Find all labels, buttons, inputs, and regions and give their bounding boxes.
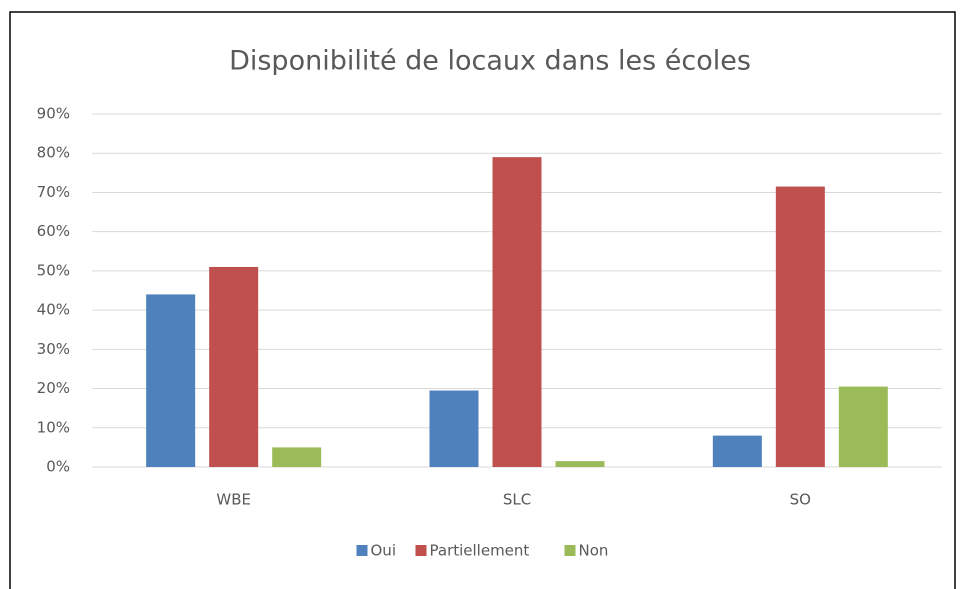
bar — [492, 157, 542, 467]
y-tick-label: 70% — [37, 183, 70, 201]
y-tick-label: 30% — [37, 340, 70, 358]
x-tick-label: SO — [790, 491, 811, 509]
frame — [9, 11, 956, 589]
bar — [429, 390, 479, 467]
y-tick-label: 20% — [37, 379, 70, 397]
legend-label: Non — [579, 542, 609, 560]
bar — [775, 186, 825, 468]
y-tick-label: 90% — [37, 105, 70, 123]
x-tick-label: SLC — [503, 491, 531, 509]
bar — [555, 461, 605, 467]
legend-label: Partiellement — [430, 542, 530, 560]
legend-swatch — [415, 545, 427, 556]
y-tick-label: 60% — [37, 222, 70, 240]
chart-title: Disponibilité de locaux dans les écoles — [229, 46, 751, 77]
legend-swatch — [564, 545, 576, 556]
y-tick-label: 0% — [46, 458, 70, 476]
x-tick-label: WBE — [216, 491, 251, 509]
bar — [838, 386, 888, 467]
legend-label: Oui — [371, 542, 396, 560]
y-tick-label: 40% — [37, 301, 70, 319]
legend-swatch — [356, 545, 368, 556]
bar — [146, 294, 196, 467]
bar — [712, 435, 762, 467]
bar — [209, 266, 259, 467]
y-tick-label: 10% — [37, 418, 70, 436]
y-tick-label: 80% — [37, 144, 70, 162]
bar — [272, 447, 322, 467]
y-tick-label: 50% — [37, 261, 70, 279]
